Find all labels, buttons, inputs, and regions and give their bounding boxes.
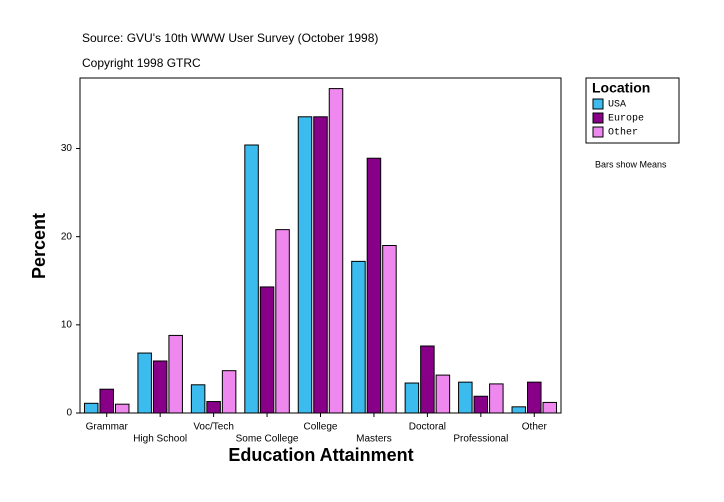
source-note: Source: GVU's 10th WWW User Survey (Octo…: [82, 31, 378, 45]
x-tick-label: College: [304, 422, 338, 433]
x-tick-label: Voc/Tech: [193, 422, 234, 433]
legend-swatch: [592, 98, 604, 110]
bar: [114, 403, 130, 414]
copyright-note: Copyright 1998 GTRC: [82, 56, 201, 70]
bar: [328, 88, 344, 414]
x-tick-label: Other: [522, 422, 548, 433]
legend-swatch: [592, 126, 604, 138]
bar: [137, 352, 152, 414]
bar: [83, 402, 99, 414]
x-tick-label: Masters: [356, 434, 392, 445]
bar: [542, 401, 558, 414]
y-tick-label: 30: [61, 143, 73, 154]
x-axis-label: Education Attainment: [228, 445, 413, 465]
legend-title: Location: [592, 80, 650, 96]
bar: [168, 334, 183, 414]
x-tick-label: Some College: [236, 434, 299, 445]
bar: [458, 381, 473, 414]
y-axis-label: Percent: [29, 213, 49, 279]
bar: [99, 388, 114, 414]
bar: [313, 116, 328, 414]
bar: [366, 157, 382, 414]
y-tick-label: 20: [61, 231, 73, 242]
bar: [404, 382, 420, 414]
legend-label: Other: [608, 127, 638, 139]
bar: [435, 374, 451, 414]
bar: [297, 116, 313, 414]
y-tick-label: 10: [61, 319, 73, 330]
bar: [259, 286, 275, 414]
bar: [351, 260, 366, 414]
bar: [221, 370, 237, 414]
bar: [527, 381, 542, 414]
bar: [382, 245, 397, 414]
bar: [420, 345, 435, 414]
bar: [190, 384, 206, 414]
bar: [244, 144, 259, 414]
y-tick-label: 0: [66, 408, 72, 419]
legend-label: Europe: [608, 114, 644, 125]
x-tick-label: High School: [133, 434, 187, 445]
bar: [275, 229, 290, 414]
note: Bars show Means: [595, 159, 667, 169]
x-tick-label: Professional: [453, 434, 508, 445]
legend-label: USA: [608, 100, 626, 111]
bar: [489, 383, 504, 414]
bar: [473, 395, 489, 414]
bar: [152, 360, 168, 414]
x-tick-label: Grammar: [86, 422, 129, 433]
legend-swatch: [592, 112, 604, 124]
x-tick-label: Doctoral: [409, 422, 446, 433]
bar: [206, 401, 221, 414]
bar: [511, 406, 527, 414]
